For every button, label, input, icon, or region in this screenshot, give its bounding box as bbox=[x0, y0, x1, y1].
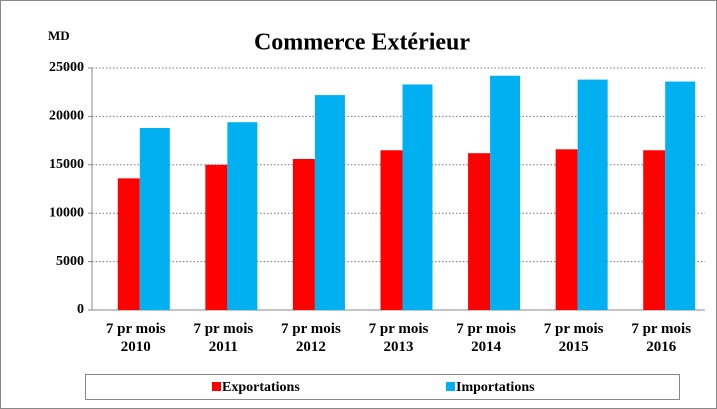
bar bbox=[314, 95, 345, 310]
chart-title: Commerce Extérieur bbox=[254, 30, 470, 56]
bar bbox=[117, 178, 140, 310]
y-axis-label: MD bbox=[48, 28, 70, 43]
bar bbox=[490, 75, 521, 310]
y-tick-label: 5000 bbox=[56, 254, 84, 269]
bar bbox=[139, 128, 170, 310]
bar bbox=[555, 149, 578, 310]
bar bbox=[292, 158, 315, 310]
bar bbox=[205, 164, 228, 310]
bar bbox=[227, 122, 258, 310]
bar bbox=[380, 150, 403, 310]
legend-swatch bbox=[212, 382, 221, 391]
bar bbox=[402, 84, 433, 311]
y-tick-label: 20000 bbox=[49, 109, 84, 124]
x-tick-label: 7 pr mois 2013 bbox=[368, 321, 429, 355]
legend-swatch bbox=[446, 382, 455, 391]
x-tick-label: 7 pr mois 2012 bbox=[281, 321, 341, 355]
legend-box bbox=[85, 374, 680, 400]
y-tick-label: 10000 bbox=[49, 205, 84, 220]
legend-label: Exportations bbox=[222, 380, 300, 395]
bar bbox=[643, 150, 666, 310]
y-tick-label: 15000 bbox=[49, 157, 84, 172]
x-tick-label: 7 pr mois 2015 bbox=[543, 321, 604, 355]
y-tick-label: 25000 bbox=[49, 60, 84, 75]
x-tick-label: 7 pr mois 2011 bbox=[193, 321, 254, 355]
bar bbox=[665, 81, 696, 310]
x-tick-label: 7 pr mois 2014 bbox=[456, 321, 516, 355]
bar bbox=[468, 153, 491, 310]
x-tick-label: 7 pr mois 2016 bbox=[631, 321, 692, 355]
bar bbox=[577, 79, 608, 310]
x-tick-label: 7 pr mois 2010 bbox=[105, 321, 166, 355]
legend-label: Importations bbox=[456, 380, 535, 395]
y-tick-label: 0 bbox=[77, 302, 84, 317]
